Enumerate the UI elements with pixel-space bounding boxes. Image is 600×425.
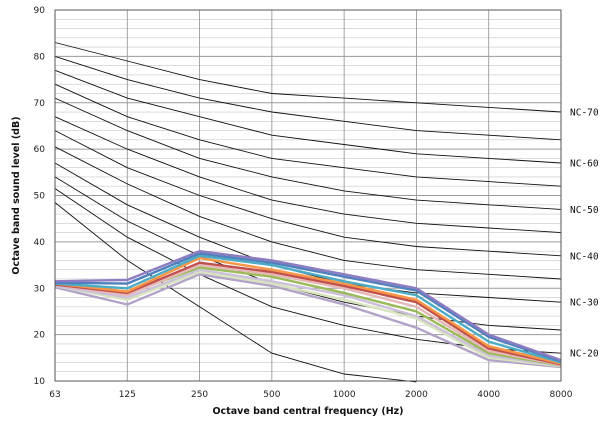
x-tick-label: 125 [119, 390, 136, 400]
nc-curve-label: NC-60 [570, 159, 599, 170]
y-tick-label: 40 [34, 238, 46, 248]
y-tick-label: 80 [34, 52, 46, 62]
x-axis-title: Octave band central frequency (Hz) [212, 406, 403, 417]
x-tick-label: 2000 [405, 390, 428, 400]
y-tick-label: 50 [34, 192, 46, 202]
series-line [54, 252, 562, 363]
nc-curve-label: NC-70 [570, 108, 599, 119]
nc-curve [54, 130, 562, 257]
nc-curve [54, 83, 562, 187]
y-tick-label: 90 [34, 6, 46, 16]
x-tick-label: 500 [263, 390, 280, 400]
nc-curve [54, 146, 562, 280]
y-tick-label: 60 [34, 145, 46, 155]
y-tick-label: 70 [34, 99, 46, 109]
series-line [54, 256, 562, 365]
y-axis-title: Octave band sound level (dB) [11, 116, 22, 274]
series-line [54, 268, 562, 367]
series-line [54, 250, 562, 362]
nc-curve-label: NC-30 [570, 298, 599, 309]
x-tick-label: 250 [191, 390, 208, 400]
nc-curve-label: NC-40 [570, 251, 599, 262]
nc-curve [54, 202, 417, 383]
series-line [54, 263, 562, 366]
y-tick-label: 20 [34, 331, 46, 341]
nc-curve [54, 55, 562, 141]
series-line [54, 254, 562, 364]
series-line [54, 273, 562, 369]
axes: 10 20 30 40 50 60 70 80 90 63 125 250 500 1000 2000 400… [34, 6, 573, 400]
nc-curve-label: NC-20 [570, 349, 599, 360]
nc-curves: NC-20 NC-30 NC-40 NC-50 NC-60 NC-70 [54, 42, 599, 383]
series-line [54, 270, 562, 368]
nc-curve [54, 69, 562, 164]
nc-curve [54, 42, 562, 113]
y-tick-label: 30 [34, 284, 46, 294]
plot-frame [54, 9, 562, 382]
y-tick-label: 10 [34, 377, 46, 387]
x-tick-label: 63 [49, 390, 60, 400]
x-tick-label: 8000 [550, 390, 573, 400]
measured-series [54, 250, 562, 369]
nc-curve [54, 116, 562, 234]
x-tick-label: 1000 [333, 390, 356, 400]
nc-curve [54, 97, 562, 210]
series-line [54, 261, 562, 366]
nc-curve-label: NC-50 [570, 205, 599, 216]
x-tick-label: 4000 [477, 390, 500, 400]
